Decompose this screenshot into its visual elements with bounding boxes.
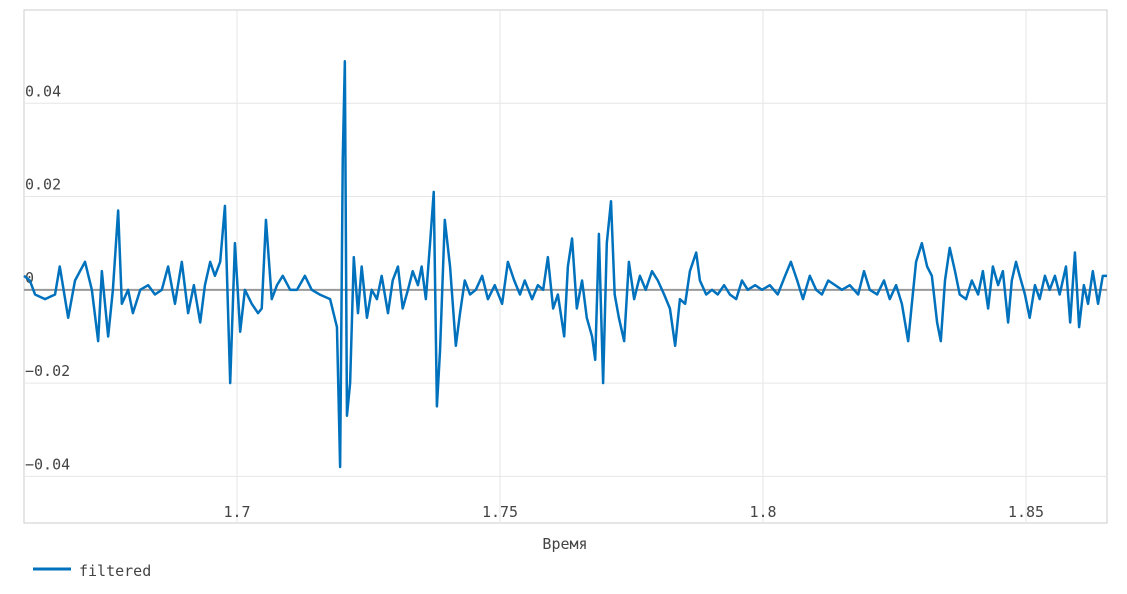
data-line: [23, 60, 1107, 469]
y-tick-label: 0: [25, 269, 34, 287]
x-tick-label: 1.85: [1008, 503, 1044, 521]
x-tick-label: 1.7: [223, 503, 250, 521]
legend-label: filtered: [79, 562, 151, 580]
y-tick-label: 0.02: [25, 176, 61, 194]
x-tick-label: 1.75: [482, 503, 518, 521]
x-tick-label: 1.8: [749, 503, 776, 521]
y-tick-label: −0.04: [25, 455, 70, 473]
y-tick-label: −0.02: [25, 362, 70, 380]
y-tick-label: 0.04: [25, 82, 61, 100]
x-axis-label: Время: [542, 535, 587, 553]
plot-frame: [23, 9, 1108, 524]
